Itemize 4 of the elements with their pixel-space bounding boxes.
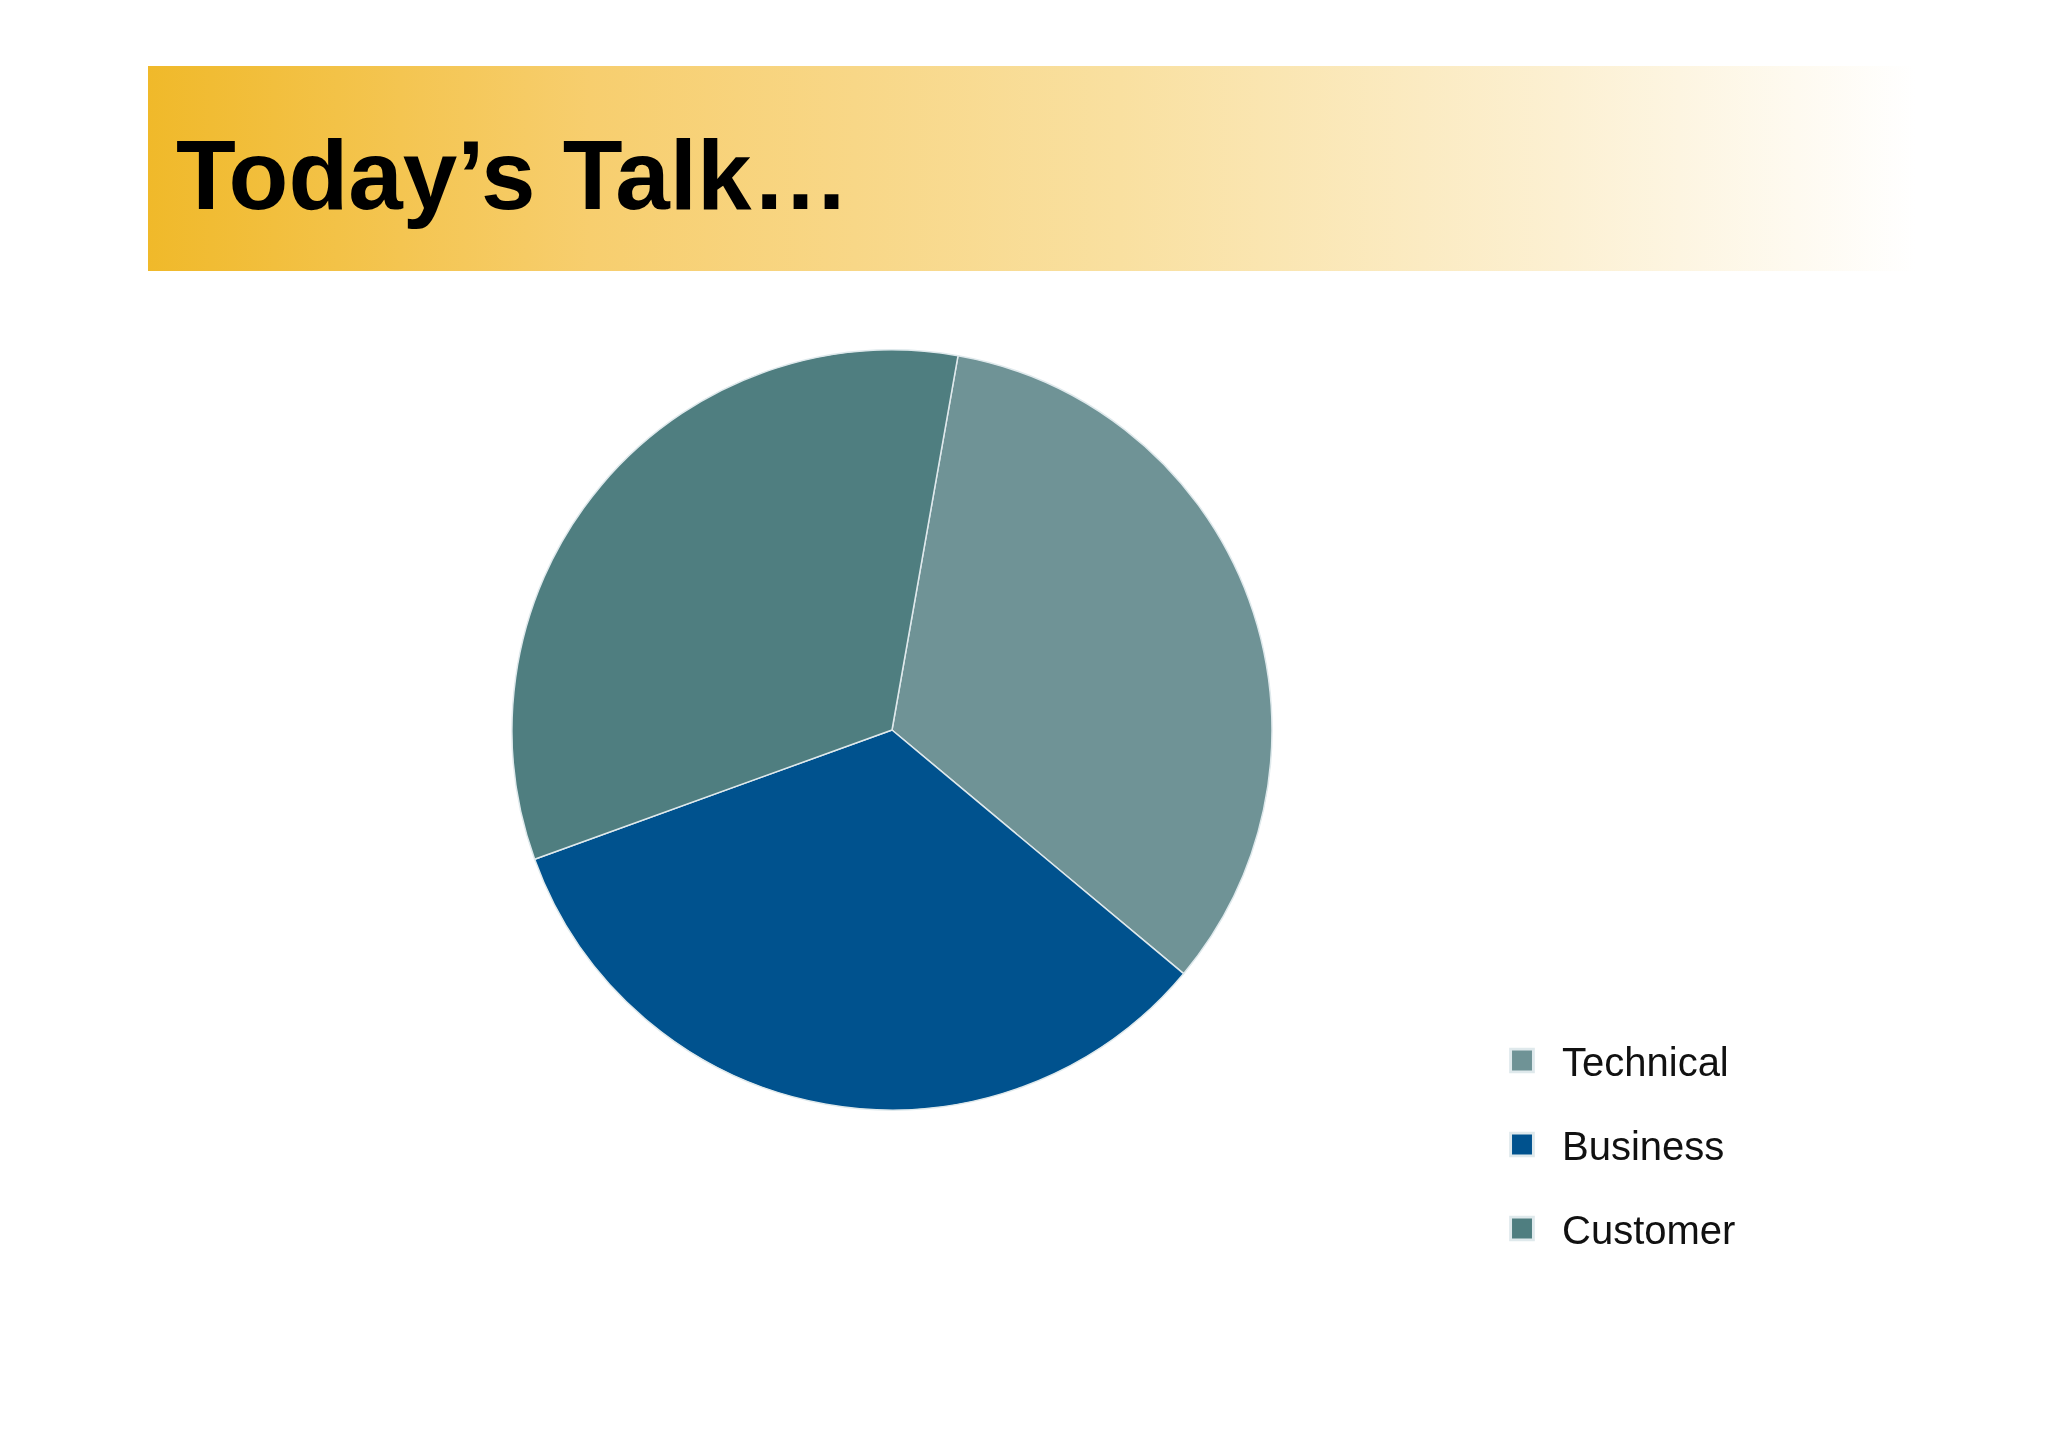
legend-label: Technical: [1562, 1040, 1729, 1085]
legend-label: Customer: [1562, 1208, 1736, 1253]
chart-title: Today’s Talk…: [176, 120, 850, 231]
legend-label: Business: [1562, 1124, 1725, 1169]
